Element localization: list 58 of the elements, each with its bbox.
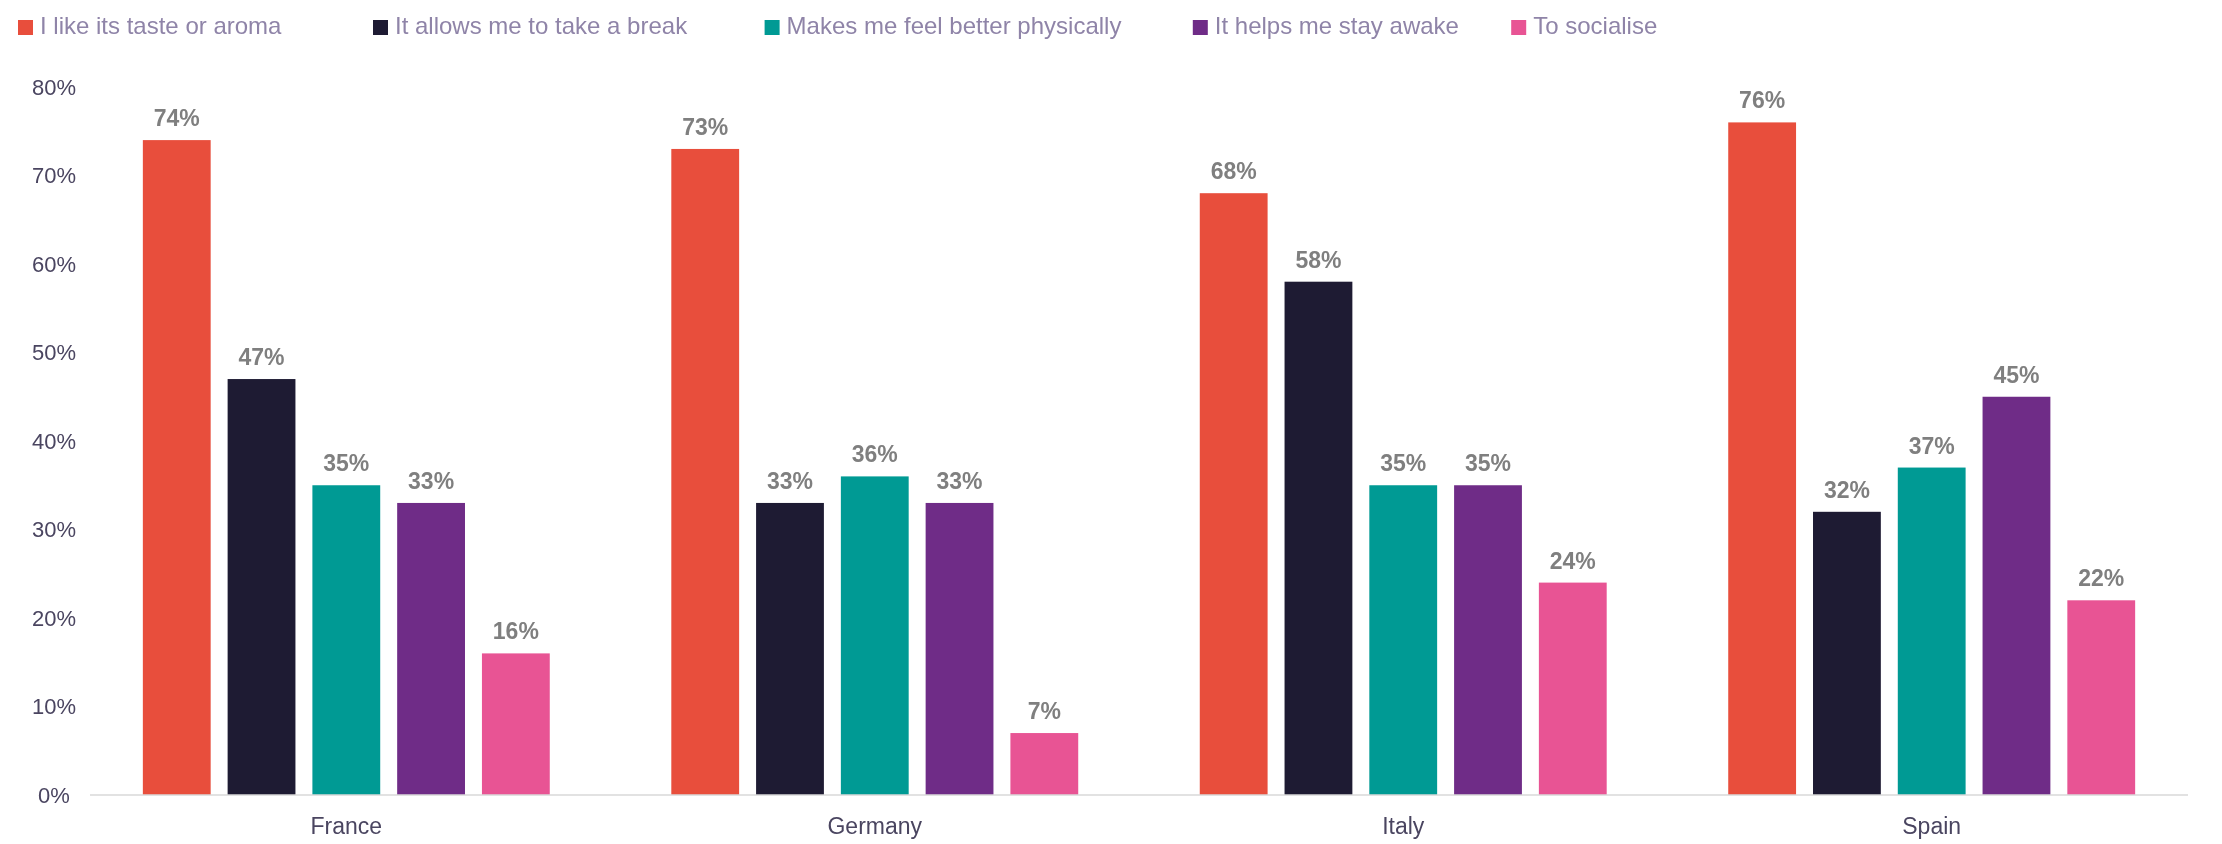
y-tick-label: 70% <box>31 163 77 189</box>
data-label: 7% <box>1027 698 1061 725</box>
legend-label: Makes me feel better physically <box>786 12 1122 39</box>
data-label: 73% <box>682 113 729 140</box>
data-label: 74% <box>153 105 200 132</box>
data-label: 35% <box>1380 450 1427 477</box>
legend-label: I like its taste or aroma <box>40 12 283 39</box>
bar <box>1454 485 1522 795</box>
bar <box>671 148 740 795</box>
y-tick-label: 30% <box>31 517 77 543</box>
data-label: 16% <box>492 618 539 645</box>
y-tick-label: 60% <box>31 251 77 277</box>
data-label: 58% <box>1295 246 1342 273</box>
bar <box>2067 600 2136 795</box>
data-label: 76% <box>1739 87 1786 114</box>
y-tick-label: 20% <box>31 605 77 631</box>
bar <box>1284 281 1353 795</box>
bar <box>481 653 550 795</box>
y-tick-label: 10% <box>31 694 77 720</box>
bar <box>1538 582 1607 795</box>
legend-label: To socialise <box>1533 12 1658 39</box>
bar <box>1199 193 1268 795</box>
bar <box>756 502 824 795</box>
legend-label: It allows me to take a break <box>395 12 689 39</box>
data-label: 35% <box>1464 450 1512 477</box>
x-tick-label: France <box>310 813 383 839</box>
data-label: 33% <box>766 467 814 494</box>
data-label: 47% <box>238 344 285 371</box>
y-tick-label: 80% <box>31 74 77 100</box>
bar <box>1728 122 1797 795</box>
bar <box>840 476 909 795</box>
bar <box>1369 485 1438 795</box>
y-tick-label: 0% <box>38 782 70 808</box>
x-tick-label: Spain <box>1902 813 1962 839</box>
data-label: 68% <box>1210 158 1257 185</box>
data-label: 37% <box>1908 432 1955 459</box>
bar <box>1982 396 2051 795</box>
y-tick-label: 50% <box>31 340 77 366</box>
y-tick-label: 40% <box>31 428 77 454</box>
bar <box>312 485 381 795</box>
data-label: 24% <box>1549 547 1596 574</box>
data-label: 22% <box>2078 565 2125 592</box>
bar <box>397 502 465 795</box>
data-label: 33% <box>936 467 983 494</box>
data-label: 32% <box>1823 476 1870 503</box>
bar <box>1010 733 1079 795</box>
data-label: 45% <box>1993 361 2040 388</box>
bar <box>925 502 994 795</box>
x-tick-label: Germany <box>827 813 923 839</box>
x-tick-label: Italy <box>1382 813 1425 839</box>
legend-label: It helps me stay awake <box>1214 12 1459 39</box>
data-label: 35% <box>323 450 370 477</box>
bar <box>227 379 296 795</box>
data-label: 33% <box>408 467 455 494</box>
data-label: 36% <box>851 441 898 468</box>
bar <box>1813 511 1881 795</box>
bar <box>1897 467 1966 795</box>
bar <box>142 140 211 795</box>
